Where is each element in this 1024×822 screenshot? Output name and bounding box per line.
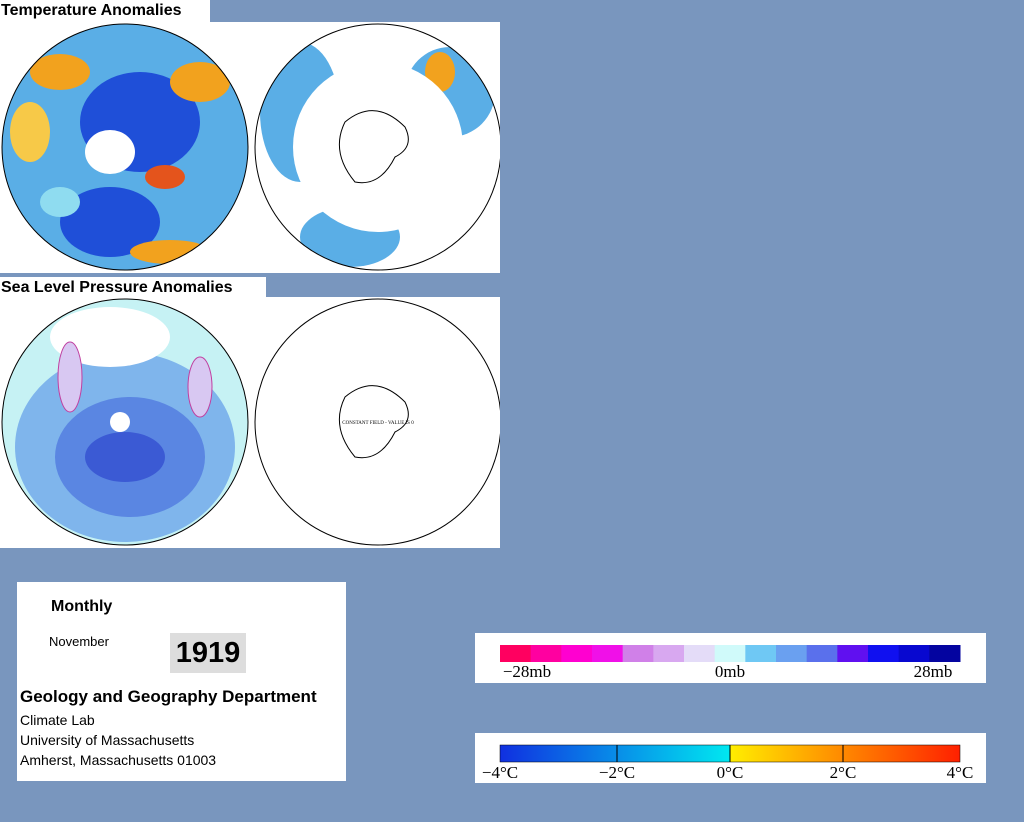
colorbar bbox=[500, 645, 961, 662]
info-line: Amherst, Massachusetts 01003 bbox=[20, 752, 217, 768]
color-swatch bbox=[745, 645, 777, 662]
frequency: Monthly bbox=[51, 598, 113, 615]
legend-label: 28mb bbox=[914, 662, 953, 681]
color-swatch bbox=[530, 645, 562, 662]
year: 1919 bbox=[170, 633, 246, 673]
color-swatch bbox=[714, 645, 746, 662]
panel-title: Temperature Anomalies bbox=[0, 0, 210, 22]
color-swatch bbox=[806, 645, 838, 662]
legend-label: 4°C bbox=[947, 763, 974, 782]
temperature-maps bbox=[0, 22, 500, 273]
legend-label: 2°C bbox=[830, 763, 857, 782]
color-swatch bbox=[776, 645, 808, 662]
color-swatch bbox=[837, 645, 869, 662]
color-swatch bbox=[653, 645, 685, 662]
color-swatch bbox=[898, 645, 930, 662]
legend-label: −4°C bbox=[482, 763, 518, 782]
color-swatch bbox=[592, 645, 624, 662]
info-box: Monthly November 1919 Geology and Geogra… bbox=[17, 582, 346, 781]
color-swatch bbox=[929, 645, 961, 662]
legend-label: 0°C bbox=[717, 763, 744, 782]
pressure-maps: CONSTANT FIELD - VALUE IS 0 bbox=[0, 297, 500, 548]
department: Geology and Geography Department bbox=[20, 687, 317, 706]
panel-title: Sea Level Pressure Anomalies bbox=[0, 277, 266, 299]
color-swatch bbox=[561, 645, 593, 662]
color-swatch bbox=[622, 645, 654, 662]
info-line: University of Massachusetts bbox=[20, 732, 195, 748]
color-swatch bbox=[868, 645, 900, 662]
color-swatch bbox=[500, 645, 532, 662]
legend-label: 0mb bbox=[715, 662, 745, 681]
pressure-legend: −28mb 0mb 28mb bbox=[475, 633, 986, 683]
info-line: Climate Lab bbox=[20, 712, 95, 728]
legend-label: −28mb bbox=[503, 662, 551, 681]
month: November bbox=[49, 634, 109, 649]
temperature-legend: −4°C −2°C 0°C 2°C 4°C bbox=[475, 733, 986, 783]
legend-label: −2°C bbox=[599, 763, 635, 782]
color-swatch bbox=[684, 645, 716, 662]
map-note: CONSTANT FIELD - VALUE IS 0 bbox=[342, 421, 414, 426]
